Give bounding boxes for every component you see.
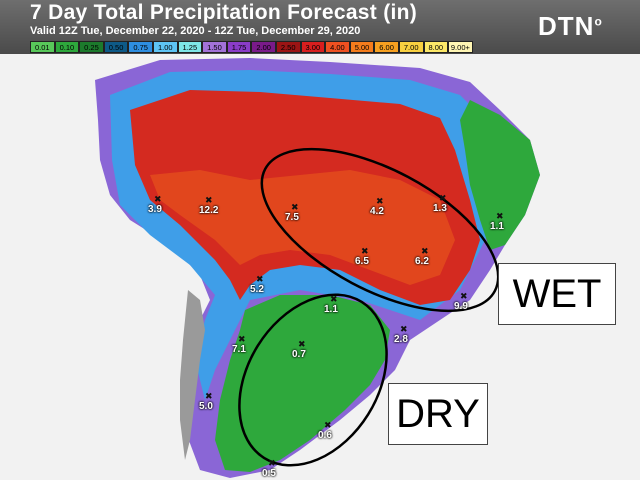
- legend-swatch: 0.01: [30, 41, 55, 53]
- station-marker-icon: ✖: [439, 194, 447, 204]
- legend-swatch: 6.00: [374, 41, 399, 53]
- station-marker-icon: ✖: [421, 247, 429, 257]
- station-marker-icon: ✖: [460, 292, 468, 302]
- station-marker-icon: ✖: [298, 340, 306, 350]
- station-marker-icon: ✖: [324, 421, 332, 431]
- station-value: 0.7: [292, 349, 306, 360]
- dtn-logo: DTNo: [538, 11, 603, 41]
- andes-dry-zone: [180, 290, 205, 460]
- station-value: 1.3: [433, 203, 447, 214]
- station-value: 7.1: [232, 344, 246, 355]
- legend-swatch: 0.25: [79, 41, 104, 53]
- south-dry-zone: [215, 295, 390, 472]
- station-value: 4.2: [370, 206, 384, 217]
- dry-label: DRY: [388, 383, 488, 445]
- legend-swatch: 3.00: [300, 41, 326, 53]
- station-value: 9.9: [454, 301, 468, 312]
- legend-swatch: 4.00: [325, 41, 350, 53]
- station-marker-icon: ✖: [205, 196, 213, 206]
- station-value: 0.6: [318, 430, 332, 441]
- station-value: 2.8: [394, 334, 408, 345]
- station-marker-icon: ✖: [256, 275, 264, 285]
- map-title: 7 Day Total Precipitation Forecast (in): [30, 1, 418, 24]
- station-marker-icon: ✖: [330, 295, 338, 305]
- station-marker-icon: ✖: [205, 392, 213, 402]
- station-marker-icon: ✖: [291, 203, 299, 213]
- legend-swatch: 1.50: [202, 41, 227, 53]
- station-value: 6.2: [415, 256, 429, 267]
- station-marker-icon: ✖: [238, 335, 246, 345]
- legend-swatch: 2.50: [275, 41, 301, 53]
- station-value: 0.5: [262, 468, 276, 479]
- legend-swatch: 0.75: [128, 41, 153, 53]
- legend-swatch: 7.00: [398, 41, 424, 53]
- station-value: 7.5: [285, 212, 299, 223]
- station-value: 5.0: [199, 401, 213, 412]
- legend-swatch: 1.75: [226, 41, 252, 53]
- station-value: 6.5: [355, 256, 369, 267]
- station-value: 3.9: [148, 204, 162, 215]
- station-value: 12.2: [199, 205, 219, 216]
- precip-legend: 0.01 0.10 0.25 0.50 0.75 1.00 1.25 1.50 1.75 2.00…: [30, 41, 473, 53]
- legend-swatch: 0.10: [54, 41, 80, 53]
- wet-region-ellipse: [260, 147, 500, 313]
- station-value: 1.1: [324, 304, 338, 315]
- station-marker-icon: ✖: [496, 212, 504, 222]
- legend-swatch: 1.25: [177, 41, 203, 53]
- station-marker-icon: ✖: [400, 325, 408, 335]
- legend-swatch: 9.00+: [448, 41, 473, 53]
- map-canvas: [0, 54, 640, 480]
- wet-label: WET: [498, 263, 616, 325]
- legend-swatch: 8.00: [423, 41, 449, 53]
- legend-swatch: 0.50: [103, 41, 129, 53]
- orange-precip-zone: [150, 170, 455, 285]
- station-marker-icon: ✖: [361, 247, 369, 257]
- northeast-dry-zone: [460, 100, 540, 250]
- legend-swatch: 5.00: [349, 41, 375, 53]
- legend-swatch: 2.00: [251, 41, 276, 53]
- station-marker-icon: ✖: [376, 197, 384, 207]
- station-value: 1.1: [490, 221, 504, 232]
- station-marker-icon: ✖: [268, 459, 276, 469]
- map-header: 7 Day Total Precipitation Forecast (in) …: [0, 0, 640, 56]
- valid-period: Valid 12Z Tue, December 22, 2020 - 12Z T…: [30, 25, 361, 37]
- station-value: 5.2: [250, 284, 264, 295]
- dry-region-ellipse: [238, 293, 388, 467]
- station-marker-icon: ✖: [154, 195, 162, 205]
- legend-swatch: 1.00: [152, 41, 178, 53]
